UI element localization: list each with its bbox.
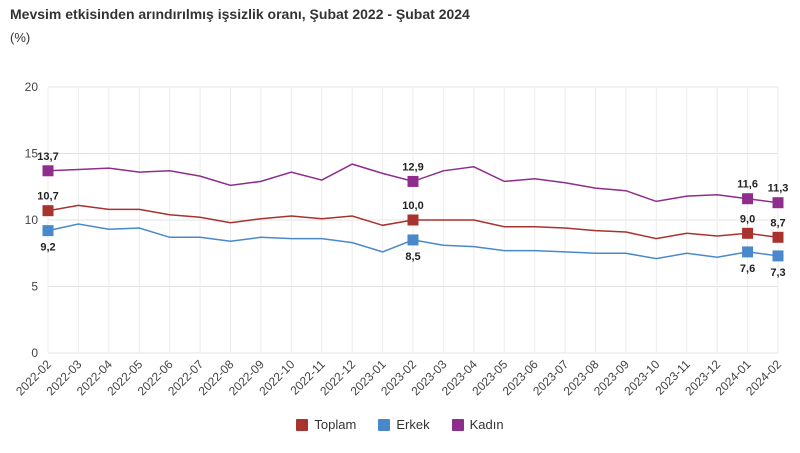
data-point-marker	[42, 225, 54, 237]
data-label: 11,3	[768, 183, 789, 195]
legend-swatch	[296, 418, 309, 431]
y-tick-label: 20	[25, 80, 39, 94]
data-point-marker	[742, 246, 754, 258]
legend-label: Kadın	[469, 417, 504, 432]
data-label: 9,2	[40, 242, 55, 254]
data-label: 7,6	[740, 263, 755, 275]
data-label: 10,7	[37, 191, 58, 203]
y-tick-label: 0	[31, 346, 38, 360]
data-label: 8,7	[770, 217, 785, 229]
data-label: 11,6	[737, 179, 758, 191]
data-label: 12,9	[402, 161, 423, 173]
legend-swatch	[378, 418, 391, 431]
legend-item-erkek[interactable]: Erkek	[378, 417, 430, 432]
legend-item-kadın[interactable]: Kadın	[451, 417, 504, 432]
data-label: 10,0	[402, 200, 423, 212]
data-point-marker	[407, 214, 419, 226]
y-tick-label: 15	[25, 147, 39, 161]
data-label: 7,3	[770, 267, 785, 279]
y-tick-label: 5	[31, 280, 38, 294]
legend-label: Toplam	[314, 417, 357, 432]
legend-item-toplam[interactable]: Toplam	[296, 417, 356, 432]
legend-swatch	[451, 418, 464, 431]
y-tick-label: 10	[25, 213, 39, 227]
data-label: 8,5	[405, 251, 420, 263]
y-axis-unit: (%)	[10, 30, 31, 45]
chart-title: Mevsim etkisinden arındırılmış işsizlik …	[10, 6, 470, 22]
data-point-marker	[772, 250, 784, 262]
data-point-marker	[407, 175, 419, 187]
data-point-marker	[772, 231, 784, 243]
data-point-marker	[742, 227, 754, 239]
legend-label: Erkek	[396, 417, 430, 432]
data-label: 9,0	[740, 213, 755, 225]
legend: Toplam Erkek Kadın	[0, 417, 800, 432]
data-point-marker	[42, 165, 54, 177]
data-point-marker	[772, 197, 784, 209]
data-point-marker	[742, 193, 754, 205]
data-label: 13,7	[37, 151, 58, 163]
data-point-marker	[407, 234, 419, 246]
data-point-marker	[42, 205, 54, 217]
